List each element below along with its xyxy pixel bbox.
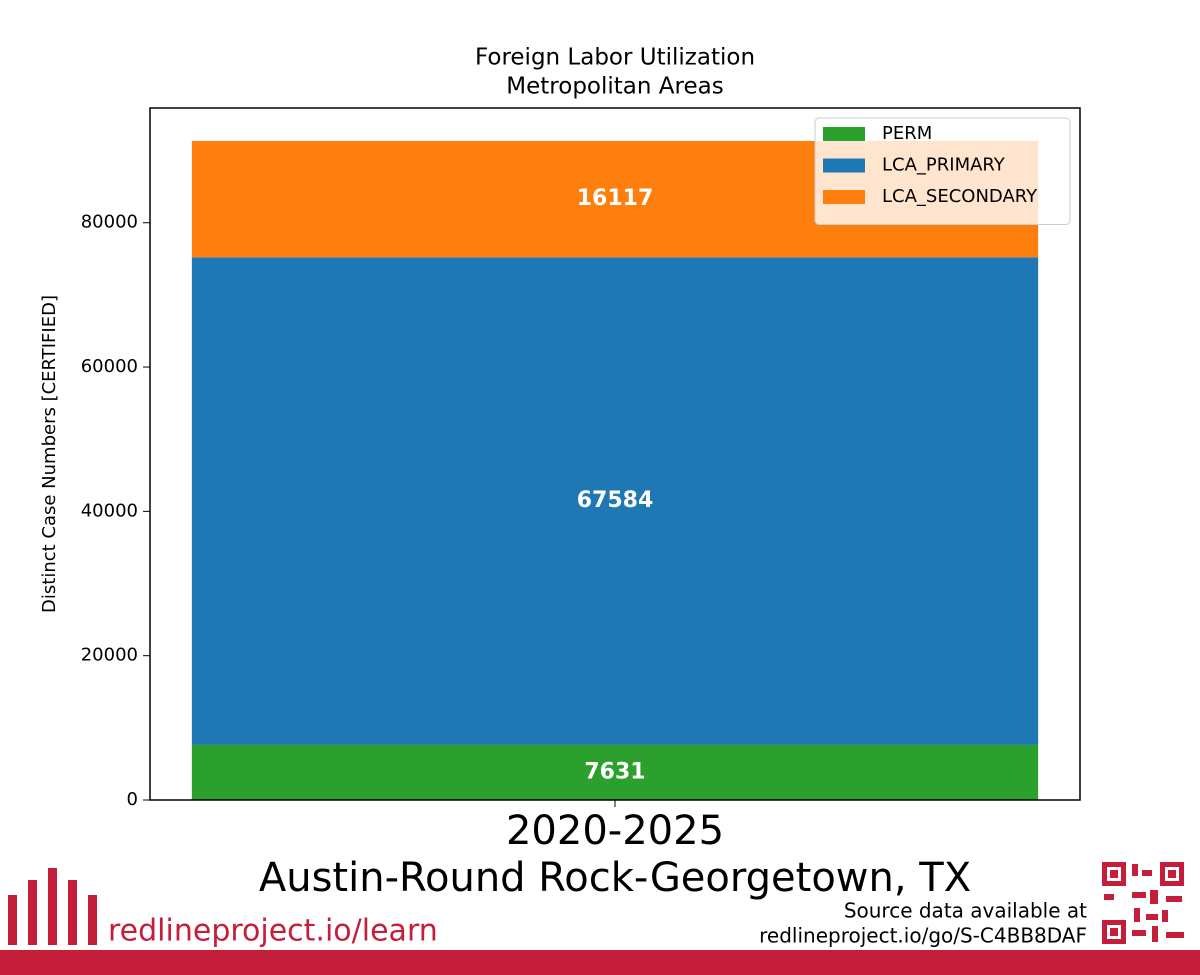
legend-swatch xyxy=(823,190,865,204)
logo xyxy=(8,868,97,945)
data-label: 67584 xyxy=(577,488,654,513)
y-tick-label: 0 xyxy=(127,789,138,810)
x-tick-label: 2020-2025 xyxy=(506,808,724,854)
y-tick-label: 60000 xyxy=(81,356,138,377)
data-label: 7631 xyxy=(584,759,645,784)
bar-segment xyxy=(191,257,1039,745)
legend-swatch xyxy=(823,127,865,141)
legend-label: LCA_PRIMARY xyxy=(882,155,1006,176)
x-axis-label: Austin-Round Rock-Georgetown, TX xyxy=(259,855,971,901)
footer-link[interactable]: redlineproject.io/learn xyxy=(108,914,438,949)
y-tick-label: 80000 xyxy=(81,212,138,233)
y-axis-label: Distinct Case Numbers [CERTIFIED] xyxy=(39,295,60,613)
qr-code xyxy=(1102,862,1184,944)
chart-title: Foreign Labor Utilization xyxy=(475,45,755,71)
plot-frame xyxy=(149,107,1081,801)
legend-box xyxy=(814,117,1071,225)
data-label: 16117 xyxy=(577,186,654,211)
legend-label: LCA_SECONDARY xyxy=(882,186,1038,207)
legend-swatch xyxy=(823,158,865,173)
y-tick-label: 40000 xyxy=(81,500,138,521)
legend-label: PERM xyxy=(882,123,932,144)
y-tick-label: 20000 xyxy=(81,645,138,666)
source-text: Source data available at xyxy=(844,899,1087,923)
source-link: redlineproject.io/go/S-C4BB8DAF xyxy=(759,924,1087,948)
footer-band xyxy=(0,950,1200,975)
chart-subtitle: Metropolitan Areas xyxy=(506,74,723,100)
bar-segment xyxy=(191,744,1039,800)
